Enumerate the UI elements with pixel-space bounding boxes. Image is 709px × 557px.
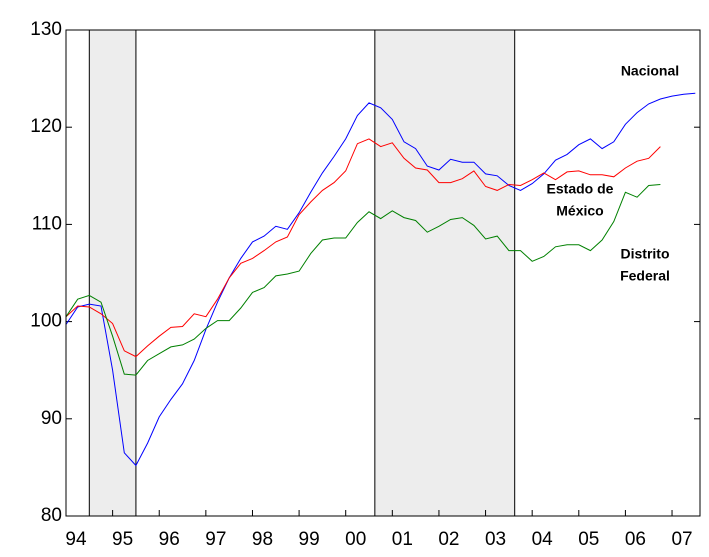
- series-line: [65, 138, 661, 358]
- x-tick-label: 05: [578, 529, 599, 550]
- series-line: [65, 184, 661, 376]
- series-annotation: Distrito: [621, 246, 670, 262]
- x-tick-label: 07: [671, 529, 692, 550]
- x-tick-label: 98: [252, 529, 273, 550]
- x-tick-label: 97: [205, 529, 226, 550]
- series-annotation: Nacional: [621, 63, 679, 79]
- series-annotation: Federal: [620, 268, 670, 284]
- x-tick-label: 04: [532, 529, 554, 550]
- x-tick-label: 03: [485, 529, 506, 550]
- series-annotation: México: [556, 203, 603, 219]
- x-tick-label: 94: [65, 529, 87, 550]
- x-tick-label: 99: [299, 529, 320, 550]
- x-tick-label: 00: [345, 529, 366, 550]
- y-tick-label: 80: [41, 505, 62, 526]
- y-tick-label: 120: [30, 116, 62, 137]
- shaded-region: [89, 30, 136, 516]
- x-tick-label: 06: [625, 529, 646, 550]
- x-tick-label: 02: [438, 529, 459, 550]
- y-tick-label: 130: [30, 19, 62, 40]
- x-tick-label: 96: [159, 529, 180, 550]
- plot-frame: [65, 29, 701, 517]
- x-tick-label: 01: [392, 529, 413, 550]
- x-tick-label: 95: [112, 529, 133, 550]
- y-tick-label: 100: [30, 311, 62, 332]
- y-tick-label: 90: [41, 408, 62, 429]
- shaded-region: [374, 30, 515, 516]
- y-tick-label: 110: [32, 213, 62, 234]
- series-line: [65, 92, 696, 467]
- series-annotation: Estado de: [547, 181, 614, 197]
